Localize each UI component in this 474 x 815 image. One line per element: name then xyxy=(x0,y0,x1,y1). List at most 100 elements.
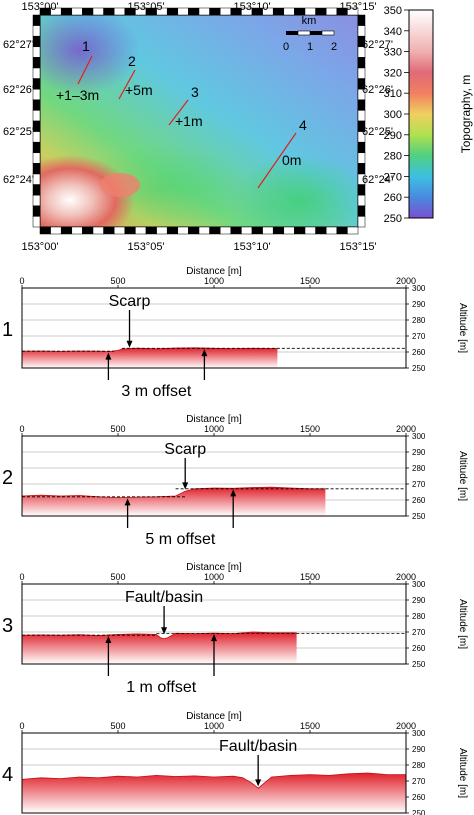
offset-annotation: 1 m offset xyxy=(126,679,197,696)
colorbar-ticks: 250 260 270 280 290 300 310 320 330 340 350 xyxy=(384,5,409,225)
y-tick-label: 300 xyxy=(412,729,426,738)
feature-annotation: Scarp xyxy=(164,441,206,458)
y-tick-label: 250 xyxy=(412,512,426,521)
profile-panel-3: Distance [m] 0 500 1000 1500 2000 250 260 270 280… xyxy=(2,562,468,696)
profile-line xyxy=(21,772,406,789)
colorbar-tick-label: 310 xyxy=(384,88,402,100)
lat-tick-right: 62°24' xyxy=(362,174,393,186)
y-axis-label: Altitude [m] xyxy=(457,451,468,501)
profile-area xyxy=(22,632,297,664)
offset-annotation: 5 m offset xyxy=(145,531,216,548)
x-tick-label: 0 xyxy=(19,572,24,582)
lon-tick-top: 153°05' xyxy=(127,1,164,13)
x-axis-label: Distance [m] xyxy=(186,266,242,277)
lon-tick-bottom: 153°15' xyxy=(339,241,376,253)
colorbar-ramp xyxy=(408,9,434,219)
lat-tick-left: 62°27' xyxy=(3,39,34,51)
lat-tick-left: 62°25' xyxy=(3,126,34,138)
lon-tick-top: 153°00' xyxy=(21,1,58,13)
x-tick-label: 500 xyxy=(110,424,125,434)
x-axis-label: Distance [m] xyxy=(186,711,242,722)
scale-tick-1: 1 xyxy=(307,41,313,53)
lon-tick-bottom: 153°10' xyxy=(233,241,270,253)
y-tick-label: 260 xyxy=(412,644,426,653)
x-tick-label: 0 xyxy=(19,276,24,286)
colorbar-tick-label: 280 xyxy=(384,151,402,163)
x-tick-label: 2000 xyxy=(396,572,416,582)
lon-tick-bottom: 153°00' xyxy=(21,241,58,253)
y-tick-label: 290 xyxy=(412,448,426,457)
lat-tick-left: 62°26' xyxy=(3,84,34,96)
y-tick-label: 270 xyxy=(412,332,426,341)
x-tick-label: 2000 xyxy=(396,721,416,731)
offset-arrowhead xyxy=(201,349,208,357)
y-tick-label: 290 xyxy=(412,745,426,754)
y-tick-label: 260 xyxy=(412,496,426,505)
scale-bar: km 0 1 2 xyxy=(283,15,337,53)
feature-arrowhead xyxy=(182,482,189,490)
x-tick-label: 1500 xyxy=(300,424,320,434)
feature-arrowhead xyxy=(161,627,168,635)
lat-tick-left: 62°24' xyxy=(3,174,34,186)
profile-id-1: 1 xyxy=(82,38,90,54)
colorbar-tick-label: 250 xyxy=(384,213,402,225)
y-tick-label: 280 xyxy=(412,761,426,770)
x-tick-label: 1000 xyxy=(204,276,224,286)
y-tick-label: 280 xyxy=(412,464,426,473)
hill-relief xyxy=(40,155,135,227)
x-tick-label: 1500 xyxy=(300,276,320,286)
feature-arrowhead xyxy=(255,779,262,787)
y-axis-label: Altitude [m] xyxy=(457,599,468,649)
lat-tick-right: 62°27' xyxy=(362,39,393,51)
x-tick-label: 500 xyxy=(110,721,125,731)
profile-lines: 1 +1–3m 2 +5m 3 +1m 4 0m xyxy=(56,38,307,189)
offset-arrowhead xyxy=(105,635,112,643)
lon-tick-top: 153°10' xyxy=(233,1,270,13)
y-tick-label: 280 xyxy=(412,316,426,325)
colorbar: 250 260 270 280 290 300 310 320 330 340 350 Topogr… xyxy=(384,5,473,225)
colorbar-tick-label: 330 xyxy=(384,47,402,59)
feature-annotation: Fault/basin xyxy=(125,589,203,606)
lat-tick-right: 62°26' xyxy=(362,84,393,96)
x-axis-label: Distance [m] xyxy=(186,562,242,573)
profile-label-3: +1m xyxy=(175,113,203,129)
x-tick-label: 0 xyxy=(19,424,24,434)
y-tick-label: 300 xyxy=(412,284,426,293)
scale-bar-label: km xyxy=(302,15,317,27)
y-axis-label: Altitude [m] xyxy=(457,303,468,353)
panel-number: 2 xyxy=(2,467,13,489)
x-tick-label: 1000 xyxy=(204,721,224,731)
colorbar-tick-label: 350 xyxy=(384,5,402,17)
profile-id-2: 2 xyxy=(128,53,136,69)
y-tick-label: 300 xyxy=(412,432,426,441)
lon-tick-top: 153°15' xyxy=(339,1,376,13)
y-tick-label: 270 xyxy=(412,777,426,786)
offset-arrowhead xyxy=(124,498,131,506)
y-tick-label: 290 xyxy=(412,596,426,605)
y-tick-label: 250 xyxy=(412,809,426,815)
profile-line-2 xyxy=(118,69,136,100)
x-tick-label: 1000 xyxy=(204,424,224,434)
x-tick-label: 1000 xyxy=(204,572,224,582)
x-tick-label: 2000 xyxy=(396,276,416,286)
colorbar-tick-label: 270 xyxy=(384,171,402,183)
x-tick-label: 1500 xyxy=(300,721,320,731)
x-tick-label: 0 xyxy=(19,721,24,731)
panel-number: 1 xyxy=(2,319,13,341)
profile-label-1: +1–3m xyxy=(56,87,99,103)
y-tick-label: 290 xyxy=(412,300,426,309)
colorbar-tick-label: 290 xyxy=(384,130,402,142)
feature-annotation: Fault/basin xyxy=(219,738,297,755)
profile-panels: Distance [m]0 500 1000 1500 2000250260270280… xyxy=(2,266,468,815)
profile-line xyxy=(21,486,326,499)
profile-line-3 xyxy=(168,99,189,126)
feature-arrowhead xyxy=(126,340,133,348)
x-axis-label: Distance [m] xyxy=(186,414,242,425)
colorbar-label: Topography, m xyxy=(459,75,473,154)
profile-panel-4: Distance [m] 0 500 1000 1500 2000 250 260 270 280… xyxy=(2,711,468,815)
profile-line-4 xyxy=(257,132,297,189)
offset-annotation: 3 m offset xyxy=(121,383,192,400)
colorbar-tick-label: 300 xyxy=(384,109,402,121)
y-tick-label: 270 xyxy=(412,480,426,489)
